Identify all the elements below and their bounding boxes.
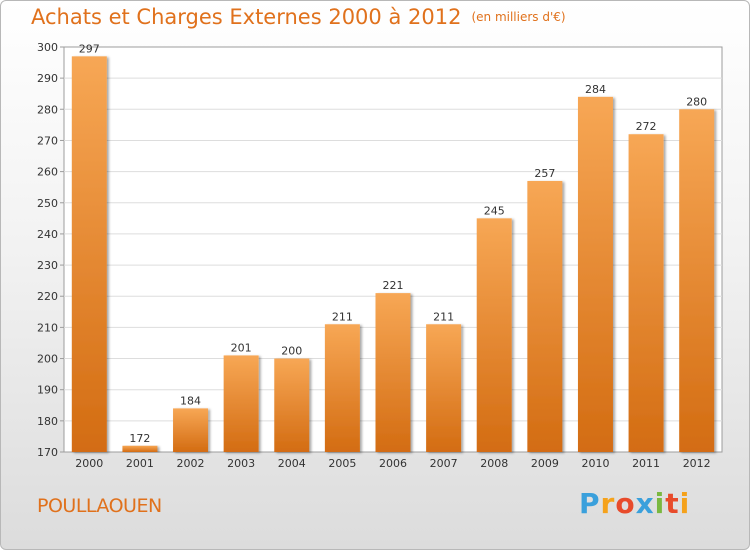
- x-tick-label-2007: 2007: [430, 457, 458, 470]
- x-tick-label-2004: 2004: [278, 457, 306, 470]
- data-label-2011: 272: [636, 120, 657, 133]
- data-label-2007: 211: [433, 310, 454, 323]
- commune-name: POULLAOUEN: [37, 495, 162, 517]
- y-tick-label: 190: [37, 384, 58, 397]
- data-label-2010: 284: [585, 83, 606, 96]
- x-tick-label-2010: 2010: [581, 457, 609, 470]
- bar-2009: [527, 180, 563, 452]
- y-tick-label: 280: [37, 103, 58, 116]
- data-label-2005: 211: [332, 310, 353, 323]
- y-tick-label: 300: [37, 41, 58, 54]
- x-tick-label-2003: 2003: [227, 457, 255, 470]
- x-axis: 2000 2001 2002 2003 2004 2005 2006 2007 2008 2009…: [75, 457, 710, 470]
- y-tick-label: 270: [37, 134, 58, 147]
- x-tick-label-2009: 2009: [531, 457, 559, 470]
- logo-letter: P: [579, 487, 601, 520]
- y-tick-label: 210: [37, 321, 58, 334]
- y-tick-label: 220: [37, 290, 58, 303]
- data-label-2008: 245: [484, 204, 505, 217]
- y-tick-label: 230: [37, 259, 58, 272]
- logo-letter: r: [600, 487, 616, 520]
- x-tick-label-2006: 2006: [379, 457, 407, 470]
- logo-letter: i: [654, 487, 666, 520]
- y-tick-label: 170: [37, 446, 58, 459]
- data-label-2003: 201: [231, 341, 252, 354]
- chart-title-row: Achats et Charges Externes 2000 à 2012 (e…: [31, 5, 566, 29]
- proxiti-logo[interactable]: Proxiti: [579, 487, 690, 520]
- y-tick-label: 180: [37, 415, 58, 428]
- bar-2006: [375, 293, 411, 452]
- data-label-2000: 297: [79, 42, 100, 55]
- x-tick-label-2011: 2011: [632, 457, 660, 470]
- logo-letter: o: [615, 487, 636, 520]
- y-tick-label: 240: [37, 228, 58, 241]
- bar-2001: [122, 445, 158, 452]
- x-tick-label-2012: 2012: [683, 457, 711, 470]
- data-label-2004: 200: [281, 345, 302, 358]
- y-tick-label: 250: [37, 197, 58, 210]
- bar-2008: [476, 218, 512, 452]
- data-label-2012: 280: [686, 95, 707, 108]
- bar-2012: [679, 109, 715, 453]
- y-tick-label: 260: [37, 166, 58, 179]
- bar-2003: [223, 355, 259, 452]
- y-tick-label: 200: [37, 353, 58, 366]
- data-label-2009: 257: [534, 167, 555, 180]
- bar-2004: [274, 358, 310, 452]
- bar-2010: [577, 96, 613, 452]
- y-tick-label: 290: [37, 72, 58, 85]
- bar-2002: [173, 408, 209, 452]
- chart-unit: (en milliers d'€): [471, 10, 566, 24]
- logo-letter: x: [635, 487, 655, 520]
- x-tick-label-2008: 2008: [480, 457, 508, 470]
- x-tick-label-2001: 2001: [126, 457, 154, 470]
- logo-letter: i: [679, 487, 691, 520]
- data-label-2002: 184: [180, 394, 201, 407]
- data-label-2006: 221: [383, 279, 404, 292]
- bar-2005: [324, 324, 360, 452]
- x-tick-label-2000: 2000: [75, 457, 103, 470]
- y-axis: 170 180 190 200 210 220 230 240 250 260 270 280 290 3…: [37, 41, 64, 459]
- bars: 297 172 184 201 200 211 221 211 245 257 284 272 280: [71, 42, 715, 453]
- bar-2007: [426, 324, 462, 452]
- chart-title: Achats et Charges Externes 2000 à 2012: [31, 5, 462, 29]
- bar-2000: [71, 56, 107, 452]
- logo-letter: t: [665, 487, 680, 520]
- x-tick-label-2005: 2005: [328, 457, 356, 470]
- bar-2011: [628, 134, 664, 452]
- data-label-2001: 172: [129, 432, 150, 445]
- x-tick-label-2002: 2002: [177, 457, 205, 470]
